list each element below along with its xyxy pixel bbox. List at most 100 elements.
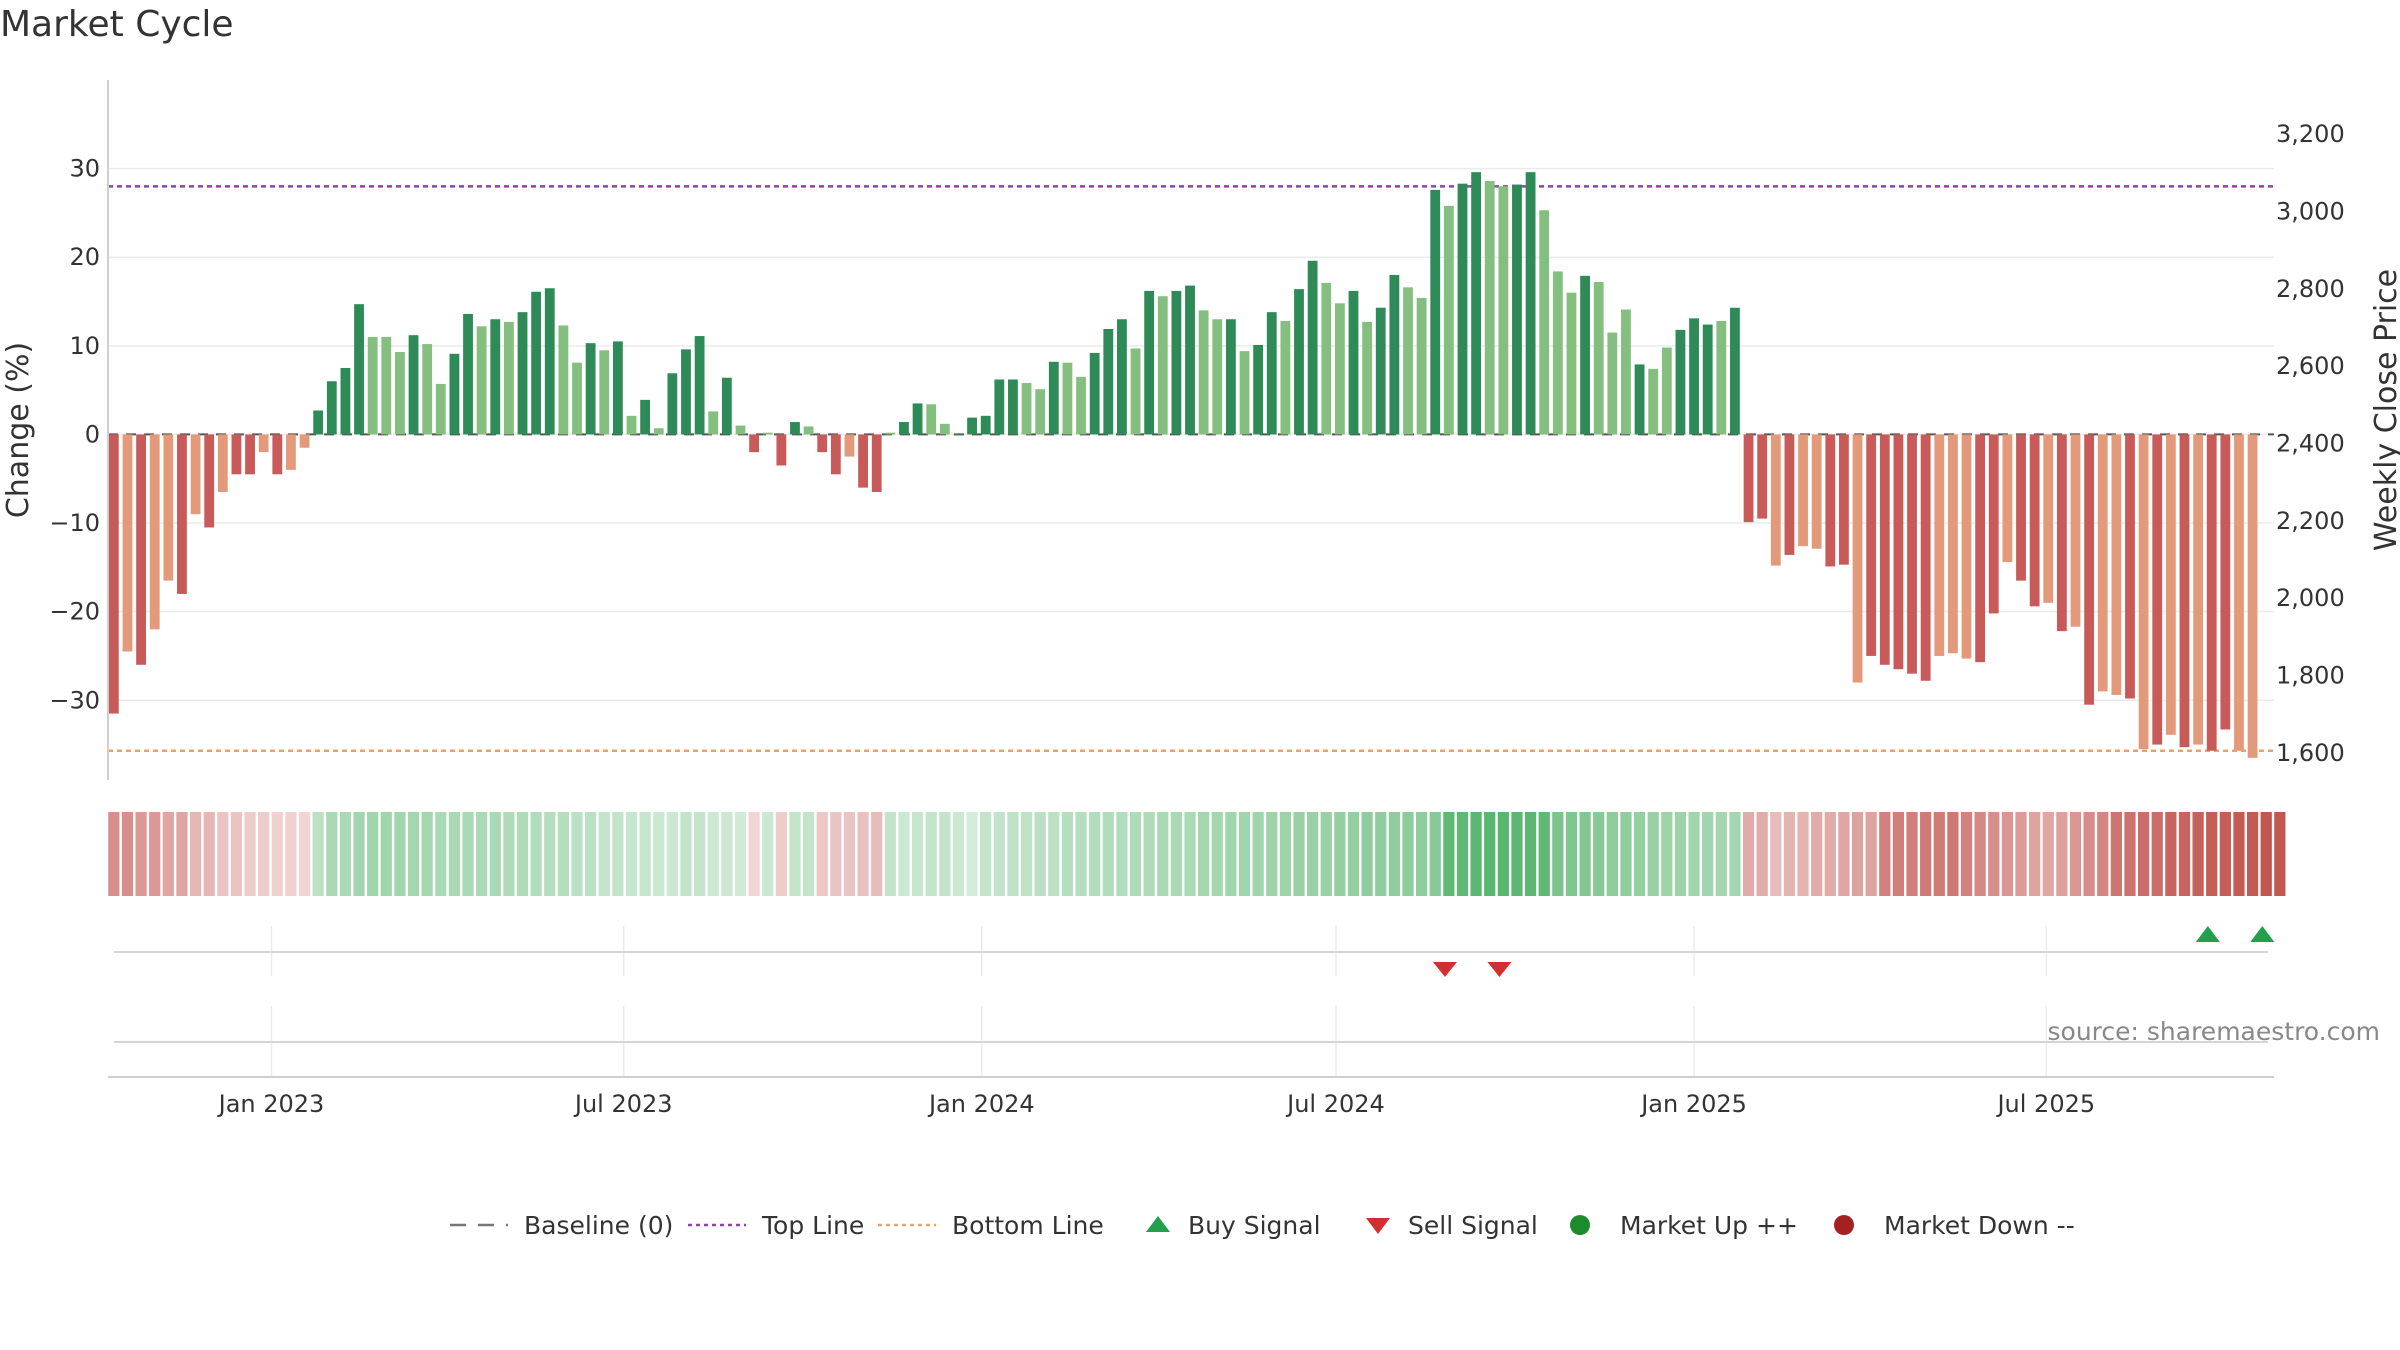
heat-cell [1865,812,1877,896]
change-bar [1062,362,1073,435]
heat-cell [2260,812,2272,896]
change-bar [803,426,814,435]
heat-cell [2165,812,2177,896]
heat-cell [884,812,896,896]
heat-cell [898,812,910,896]
change-bar [612,341,623,435]
heat-cell [694,812,706,896]
heat-cell [1988,812,2000,896]
heat-cell [176,812,188,896]
change-bar [286,434,296,470]
y-tick-label: −10 [49,509,100,537]
heat-cell [952,812,965,896]
legend-label-down: Market Down -- [1884,1211,2075,1240]
change-bar [1525,172,1536,435]
change-bar [326,381,337,435]
y-tick-label: 10 [69,332,100,360]
change-bar [653,428,664,435]
change-bar [2206,434,2217,751]
heat-cell [980,812,992,896]
change-bar [1225,319,1236,435]
heat-cell [1402,812,1414,896]
heat-cell [1089,812,1101,896]
heat-cell [1729,812,1741,896]
change-bar [735,425,746,435]
change-bar [721,377,732,435]
heat-cell [203,812,215,896]
heat-cell [421,812,433,896]
heat-cell [121,812,134,896]
change-bar [1076,376,1086,435]
heat-cell [367,812,379,896]
change-bar [1920,434,1931,681]
y2-tick-label: 1,600 [2276,739,2345,767]
change-bar [1280,321,1291,435]
x-tick-label: Jan 2024 [927,1090,1035,1118]
change-bar [1416,297,1427,435]
heat-cell [1947,812,1959,896]
heat-cell [2274,812,2286,896]
change-bar [2056,434,2067,632]
change-bar [1253,344,1264,435]
change-bar [1471,172,1482,435]
heat-cell [1838,812,1850,896]
heat-cell [1960,812,1973,896]
change-bar [1975,434,1986,663]
change-bar [408,335,419,435]
x-tick-label: Jul 2024 [1285,1090,1385,1118]
heat-cell [911,812,924,896]
heat-cell [462,812,474,896]
change-bar [1661,347,1672,435]
change-bar [844,434,855,457]
heat-cell [680,812,692,896]
sell-signal-marker [1432,962,1457,977]
buy-signal-marker [2250,926,2275,942]
change-bar [1362,321,1373,435]
change-bar [272,434,283,475]
heat-cell [557,812,569,896]
heat-cell [2219,812,2231,896]
change-bar [1334,303,1345,435]
change-bar [558,325,569,435]
heat-cell [1756,812,1768,896]
heat-cell [1061,812,1074,896]
heat-cell [1811,812,1823,896]
heat-cell [585,812,597,896]
y2-axis-title: Weekly Close Price [2369,269,2400,551]
heat-cell [816,812,828,896]
change-bar [640,399,651,435]
change-bar [381,336,392,435]
change-bar [980,415,991,435]
change-bar [449,353,460,435]
change-bar [1171,290,1182,435]
change-bar [1879,434,1890,665]
change-bar [2016,434,2026,581]
heat-cell [2233,812,2245,896]
heat-cell [1770,812,1782,896]
change-bar [1117,319,1127,435]
heat-cell [544,812,556,896]
change-bar [503,321,514,435]
change-bar [1321,282,1332,435]
heat-cell [1484,812,1496,896]
change-bar [858,434,868,488]
heat-cell [1375,812,1387,896]
change-bar [967,417,977,435]
change-bar [2165,434,2176,735]
change-bar [871,434,882,493]
change-bar [136,434,146,665]
heat-cell [1266,812,1278,896]
change-bar [1593,282,1604,435]
change-bar [204,434,215,528]
change-bar [245,434,255,475]
heat-cell [1184,812,1196,896]
y2-tick-label: 2,400 [2276,430,2345,458]
change-bar [1866,434,1877,656]
change-bar [1675,329,1686,435]
change-bar [994,379,1005,435]
heat-cell [1034,812,1046,896]
change-bar [1307,260,1318,435]
heat-cell [1361,812,1373,896]
change-bar [1198,310,1209,435]
heat-cell [734,812,747,896]
